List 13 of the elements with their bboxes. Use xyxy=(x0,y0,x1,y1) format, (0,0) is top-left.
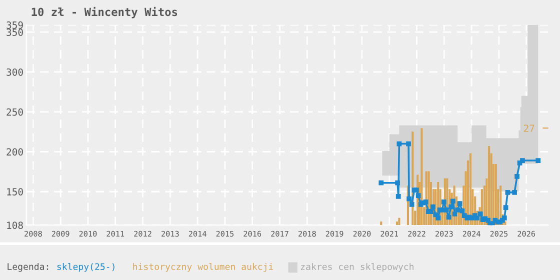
y-tick-label: 108 xyxy=(7,222,23,229)
legend-label: zakres cen sklepowych xyxy=(301,263,414,272)
y-tick-label: 300 xyxy=(6,68,23,76)
text: historyczny wolumen aukcji xyxy=(133,263,274,272)
text: sklepy(25-) xyxy=(57,263,114,272)
y-tick-label: 150 xyxy=(7,188,23,196)
y-tick-label: 200 xyxy=(6,148,23,156)
chart-title: 10 zł - Wincenty Witos xyxy=(32,6,178,18)
y2-tick-label: 27 xyxy=(524,124,534,132)
legend-title: Legenda: xyxy=(8,263,48,272)
y-tick-label: 359 xyxy=(6,21,23,29)
y-tick-label: 350 xyxy=(6,28,23,36)
y-tick-label: 250 xyxy=(6,108,23,116)
